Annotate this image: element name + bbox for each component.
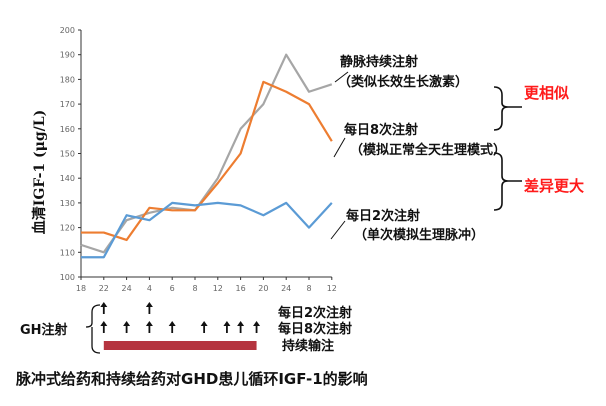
arrow-head [237, 321, 245, 326]
annotation-similar: 更相似 [524, 84, 569, 102]
chart-title: 脉冲式给药和持续给药对GHD患儿循环IGF-1的影响 [15, 370, 368, 388]
x-tick-label: 4 [147, 284, 152, 293]
injection-arrow-8x [253, 321, 261, 333]
injection-arrow-8x [145, 321, 153, 333]
arrow-head [145, 302, 153, 307]
x-tick-label: 8 [192, 284, 197, 293]
bracket-different [493, 152, 522, 211]
bracket-similar [493, 86, 522, 131]
annotation-eight-line1: 每日8次注射 [344, 122, 418, 138]
injection-arrow-2x [145, 302, 153, 314]
y-tick-label: 100 [60, 273, 75, 282]
arrow-head [223, 321, 231, 326]
x-tick-label: 22 [99, 284, 109, 293]
x-tick-label: 16 [236, 284, 246, 293]
injection-arrow-2x [100, 302, 108, 314]
y-tick-label: 200 [60, 26, 75, 35]
axes: 100 110 120 130 140 150 160 170 180 190 200 18 22 24 4… [60, 26, 337, 293]
x-tick-label: 6 [170, 284, 175, 293]
annotation-eight-line2: （模拟正常全天生理模式） [350, 142, 506, 158]
schedule-label-eight: 每日8次注射 [278, 321, 352, 337]
injection-arrow-8x [100, 321, 108, 333]
schedule-rows [100, 302, 261, 350]
annotation-two-line1: 每日2次注射 [346, 208, 420, 224]
injection-arrow-8x [237, 321, 245, 333]
injection-arrow-8x [223, 321, 231, 333]
injection-arrow-8x [168, 321, 176, 333]
arrow-head [253, 321, 261, 326]
schedule-label-two: 每日2次注射 [278, 305, 352, 321]
arrow-head [123, 321, 131, 326]
arrow-head [145, 321, 153, 326]
y-tick-label: 130 [60, 199, 75, 208]
schedule-label-infusion: 持续输注 [282, 338, 334, 354]
annotation-different: 差异更大 [524, 177, 584, 195]
continuous-infusion-bar [103, 341, 257, 350]
injection-arrow-8x [200, 321, 208, 333]
schedule-bracket [85, 304, 101, 354]
x-tick-label: 24 [281, 284, 291, 293]
y-tick-label: 110 [60, 248, 75, 257]
series-lines [80, 53, 333, 259]
y-axis-label: 血清IGF-1 (μg/L) [31, 110, 48, 234]
injection-arrow-8x [123, 321, 131, 333]
series-line-1 [81, 80, 333, 242]
pointer-arrow-eight [333, 137, 346, 158]
arrow-head [100, 302, 108, 307]
arrow-head [200, 321, 208, 326]
x-tick-label: 20 [258, 284, 268, 293]
pointer-arrow-two [330, 220, 346, 240]
x-tick-label: 8 [306, 284, 311, 293]
y-tick-label: 170 [60, 100, 75, 109]
pointer-arrow-iv [334, 71, 349, 83]
y-tick-label: 160 [60, 125, 75, 134]
y-tick-label: 120 [60, 224, 75, 233]
x-tick-label: 24 [122, 284, 132, 293]
y-tick-label: 140 [60, 174, 75, 183]
brackets [493, 86, 522, 211]
x-tick-label: 18 [76, 284, 86, 293]
y-tick-label: 150 [60, 150, 75, 159]
x-tick-label: 12 [327, 284, 337, 293]
pointer-arrows [330, 71, 349, 240]
annotation-iv-line2: （类似长效生长激素） [338, 74, 468, 90]
y-tick-label: 190 [60, 51, 75, 60]
annotation-iv-line1: 静脉持续注射 [340, 54, 418, 70]
arrow-head [100, 321, 108, 326]
y-tick-label: 180 [60, 75, 75, 84]
series-line-2 [81, 201, 333, 259]
x-tick-label: 12 [213, 284, 223, 293]
series-line-0 [80, 53, 333, 254]
annotation-two-line2: （单次模拟生理脉冲） [354, 227, 484, 243]
arrow-head [168, 321, 176, 326]
gh-injection-label: GH注射 [20, 322, 68, 338]
